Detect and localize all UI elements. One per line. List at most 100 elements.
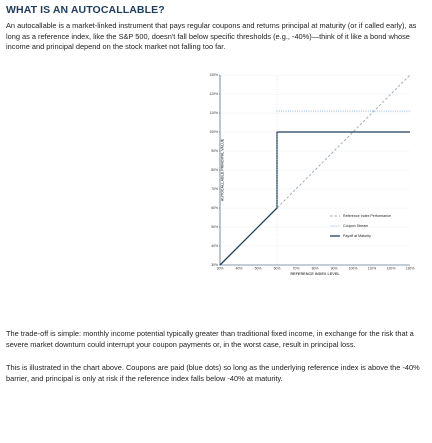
coupon-dot: [383, 110, 385, 112]
coupon-dot: [296, 110, 299, 112]
legend-swatch-coupon: [338, 225, 340, 227]
coupon-dot: [287, 110, 289, 112]
coupon-dot: [285, 110, 287, 112]
coupon-dot: [360, 110, 362, 112]
coupon-dot: [353, 110, 356, 112]
y-tick-label: 70%: [211, 187, 218, 191]
coupon-dot: [308, 110, 310, 112]
tradeoff-paragraph: The trade-off is simple: monthly income …: [6, 329, 414, 349]
legend-swatch-coupon: [334, 225, 336, 227]
coupon-dot: [408, 110, 410, 112]
coupon-dot: [347, 110, 349, 112]
x-tick-label: 100%: [349, 267, 358, 271]
coupon-dot: [349, 110, 351, 112]
coupon-dot: [365, 110, 367, 112]
coupon-dot: [326, 110, 328, 112]
coupon-dot: [301, 110, 303, 112]
coupon-dot: [292, 110, 294, 112]
legend-swatch-coupon: [330, 225, 332, 227]
coupon-dot: [335, 110, 337, 112]
y-tick-label: 110%: [210, 111, 218, 115]
series-payoff-at-maturity: [219, 131, 410, 266]
x-tick-labels: 30% 40% 50% 60% 70% 80% 90% 100% 110% 120% 130%: [217, 267, 415, 271]
chart-series: [219, 74, 411, 266]
coupon-dot: [344, 110, 346, 112]
page-title: WHAT IS AN AUTOCALLABLE?: [6, 4, 165, 16]
coupon-dot: [290, 110, 292, 112]
x-tick-label: 60%: [274, 267, 281, 271]
coupon-dot: [324, 110, 326, 112]
x-tick-label: 80%: [312, 267, 319, 271]
x-tick-label: 110%: [368, 267, 376, 271]
coupon-dot: [358, 110, 360, 112]
coupon-dot: [392, 110, 394, 112]
legend-label: Payoff at Maturity: [343, 234, 371, 238]
coupon-dot: [399, 110, 401, 112]
coupon-dot: [276, 110, 278, 112]
y-tick-label: 60%: [211, 206, 218, 210]
x-tick-label: 90%: [331, 267, 338, 271]
x-tick-label: 30%: [217, 267, 224, 271]
coupon-dot: [310, 110, 312, 112]
x-tick-label: 40%: [236, 267, 243, 271]
coupon-dot: [406, 110, 408, 112]
coupon-dot: [388, 110, 390, 112]
coupon-dot: [342, 110, 344, 112]
intro-paragraph: An autocallable is a market-linked instr…: [6, 21, 417, 52]
y-tick-label: 30%: [211, 263, 218, 267]
coupon-dot: [315, 110, 317, 112]
coupon-dot: [306, 110, 308, 112]
coupon-dot: [331, 110, 333, 112]
chart-legend: Reference Index Performance Coupon Stream…: [330, 214, 391, 238]
coupon-dot: [372, 110, 374, 112]
y-tick-label: 40%: [211, 244, 218, 248]
coupon-dot: [385, 110, 387, 112]
y-tick-label: 90%: [211, 149, 218, 153]
coupon-dot: [278, 110, 280, 112]
payoff-chart: 30% 40% 50% 60% 70% 80% 90% 100% 110% 120% 130% 30…: [209, 73, 415, 276]
coupon-dot: [404, 110, 406, 112]
coupon-dot: [281, 110, 283, 112]
coupon-dot: [340, 110, 342, 112]
coupon-dot: [379, 110, 381, 112]
coupon-dot: [328, 110, 330, 112]
coupon-dot: [312, 110, 315, 112]
x-tick-label: 50%: [255, 267, 262, 271]
coupon-dot: [401, 110, 403, 112]
legend-swatch-coupon: [336, 225, 338, 227]
legend-label: Coupon Stream: [343, 224, 368, 228]
x-tick-label: 130%: [406, 267, 415, 271]
coupon-dot: [338, 110, 340, 112]
coupon-dot: [351, 110, 353, 112]
coupon-dot: [299, 110, 301, 112]
y-tick-labels: 30% 40% 50% 60% 70% 80% 90% 100% 110% 120% 130%: [209, 73, 220, 267]
y-tick-label: 130%: [209, 73, 218, 77]
y-tick-label: 80%: [211, 168, 218, 172]
coupon-dot: [303, 110, 305, 112]
y-axis-label: AUTOCALLABLE PRINCIPAL VALUE: [221, 138, 225, 201]
coupon-dot: [319, 110, 321, 112]
illustration-paragraph: This is illustrated in the chart above. …: [6, 363, 420, 383]
coupon-dot: [317, 110, 319, 112]
x-tick-label: 70%: [293, 267, 300, 271]
coupon-dot: [333, 110, 335, 112]
coupon-dot: [322, 110, 324, 112]
y-tick-label: 50%: [211, 225, 218, 229]
coupon-dot: [381, 110, 383, 112]
coupon-dot: [376, 110, 378, 112]
coupon-dot: [356, 110, 358, 112]
chart-gridlines: [220, 74, 410, 266]
coupon-dot: [374, 110, 376, 112]
x-axis-label: REFERENCE INDEX LEVEL: [290, 272, 340, 276]
coupon-dot: [283, 110, 285, 112]
coupon-dot: [369, 110, 372, 112]
legend-label: Reference Index Performance: [343, 214, 391, 218]
coupon-dot: [390, 110, 392, 112]
x-tick-label: 120%: [387, 267, 396, 271]
coupon-dot: [395, 110, 397, 112]
coupon-dot: [294, 110, 296, 112]
y-tick-label: 120%: [209, 92, 218, 96]
legend-swatch-coupon: [332, 225, 334, 227]
coupon-dot: [397, 110, 399, 112]
coupon-dot: [367, 110, 369, 112]
